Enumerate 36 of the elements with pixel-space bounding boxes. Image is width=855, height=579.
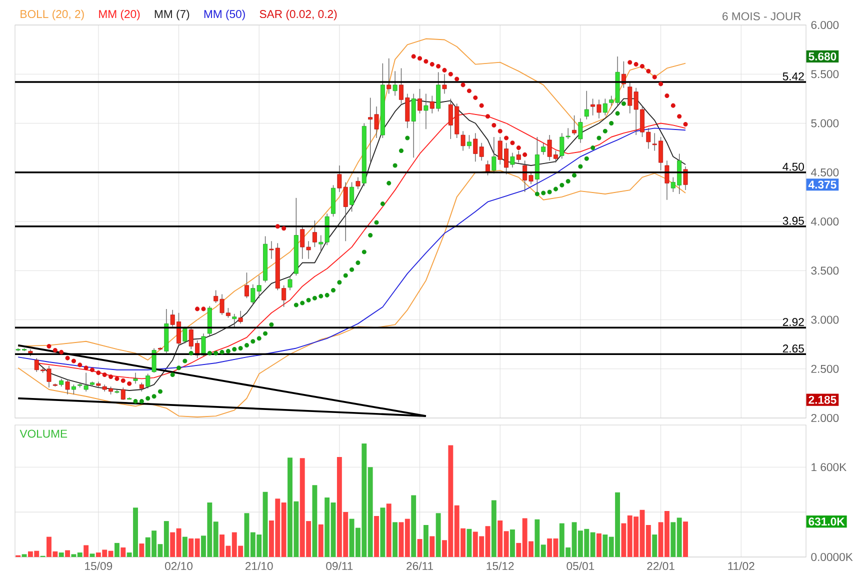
ref-line-label: 3.95 xyxy=(782,216,804,225)
text: MM (20) xyxy=(99,10,140,20)
text: MM (50) xyxy=(204,10,245,20)
text: MM (7) xyxy=(154,10,190,20)
ref-line-label: 5.42 xyxy=(782,72,804,80)
y-tick-label: 0.0000K xyxy=(811,552,853,562)
annotation: 2.185 xyxy=(808,396,836,404)
y-tick-label: 1 600K xyxy=(812,463,846,472)
y-tick-label: 3.500 xyxy=(811,266,839,275)
y-tick-label: 3.000 xyxy=(811,316,839,324)
x-tick-label: 21/10 xyxy=(245,562,273,570)
chart-subtitle: 6 MOIS - JOUR xyxy=(722,12,801,20)
y-tick-label: 5.000 xyxy=(811,119,839,128)
ref-line-label: 4.50 xyxy=(782,162,804,171)
x-tick-label: 15/09 xyxy=(85,562,112,570)
text: 631.0K xyxy=(808,518,845,526)
x-tick-label: 26/11 xyxy=(406,562,433,570)
x-tick-label: 02/10 xyxy=(165,562,192,570)
annotation: 4.375 xyxy=(808,180,836,189)
x-tick-label: 11/02 xyxy=(728,562,754,570)
annotation: 5.680 xyxy=(808,52,836,60)
y-tick-label: 5.500 xyxy=(811,70,839,78)
ref-line-label: 2.65 xyxy=(782,344,804,353)
text: SAR (0.02, 0.2) xyxy=(260,10,337,20)
x-tick-label: 05/01 xyxy=(566,562,594,570)
chart-title: VOLUME xyxy=(20,430,68,438)
x-tick-label: 09/11 xyxy=(326,562,353,570)
y-tick-label: 2.000 xyxy=(811,414,839,422)
y-tick-label: 2.500 xyxy=(811,364,839,373)
y-tick-label: 6.000 xyxy=(811,21,839,30)
x-tick-label: 22/01 xyxy=(647,562,674,570)
ref-line-label: 2.92 xyxy=(782,318,804,326)
y-tick-label: 4.000 xyxy=(810,217,839,226)
x-tick-label: 15/12 xyxy=(486,562,514,570)
text: BOLL (20, 2) xyxy=(20,10,84,20)
y-tick-label: 4.500 xyxy=(810,168,839,176)
